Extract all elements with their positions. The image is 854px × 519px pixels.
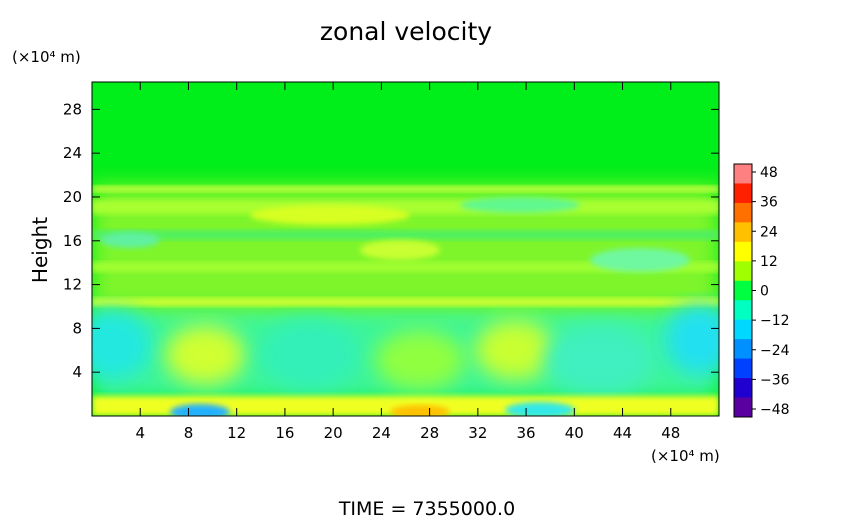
colorbar-segment bbox=[734, 222, 752, 243]
colorbar-segment bbox=[734, 261, 752, 282]
colorbar-tick-label: 0 bbox=[760, 284, 769, 300]
colorbar-tick-label: −24 bbox=[760, 343, 790, 359]
x-tick-label: 4 bbox=[135, 424, 145, 442]
colorbar-tick-label: −36 bbox=[760, 372, 790, 388]
colorbar-segment bbox=[734, 300, 752, 321]
x-tick-label: 16 bbox=[275, 424, 294, 442]
colorbar-segment bbox=[734, 319, 752, 340]
x-tick-label: 40 bbox=[565, 424, 584, 442]
colorbar-tick-label: 48 bbox=[760, 165, 778, 181]
colorbar-segment bbox=[734, 280, 752, 301]
colorbar-tick-label: 24 bbox=[760, 224, 778, 240]
y-axis-title: Height bbox=[28, 217, 52, 283]
x-tick-label: 8 bbox=[184, 424, 194, 442]
x-tick-label: 12 bbox=[227, 424, 246, 442]
x-tick-label: 36 bbox=[517, 424, 536, 442]
x-tick-label: 28 bbox=[420, 424, 439, 442]
plot-frame bbox=[91, 81, 720, 417]
x-axis-ticks: 4 8 12 16 20 24 28 32 36 40 44 48 bbox=[135, 82, 680, 442]
x-tick-label: 48 bbox=[661, 424, 680, 442]
y-unit-label: (×10⁴ m) bbox=[12, 48, 81, 66]
colorbar-segment bbox=[734, 183, 752, 204]
colorbar-segment bbox=[734, 339, 752, 360]
x-tick-label: 20 bbox=[324, 424, 343, 442]
colorbar-segment bbox=[734, 358, 752, 379]
colorbar-tick-label: −48 bbox=[760, 402, 790, 418]
chart-title: zonal velocity bbox=[320, 17, 492, 46]
y-tick-label: 16 bbox=[63, 232, 82, 250]
time-footer: TIME = 7355000.0 bbox=[338, 498, 515, 519]
colorbar-segment bbox=[734, 202, 752, 223]
colorbar-segment bbox=[734, 378, 752, 399]
colorbar-segment bbox=[734, 164, 752, 184]
colorbar-tick-label: 12 bbox=[760, 254, 778, 270]
colorbar-segment bbox=[734, 397, 752, 418]
y-tick-label: 4 bbox=[72, 363, 82, 381]
colorbar-segment bbox=[734, 241, 752, 262]
x-tick-label: 44 bbox=[613, 424, 632, 442]
y-tick-label: 12 bbox=[63, 276, 82, 294]
colorbar-tick-label: 36 bbox=[760, 195, 778, 211]
heatmap-field bbox=[92, 82, 719, 416]
x-tick-label: 24 bbox=[372, 424, 391, 442]
y-tick-label: 24 bbox=[63, 144, 82, 162]
y-tick-label: 28 bbox=[63, 100, 82, 118]
y-axis-ticks: 4 8 12 16 20 24 28 bbox=[63, 100, 719, 381]
x-tick-label: 32 bbox=[468, 424, 487, 442]
x-unit-label: (×10⁴ m) bbox=[651, 447, 720, 465]
colorbar: 48 36 24 12 0 −12 −24 −36 −48 bbox=[733, 163, 790, 418]
y-tick-label: 8 bbox=[72, 319, 82, 337]
y-tick-label: 20 bbox=[63, 188, 82, 206]
colorbar-tick-label: −12 bbox=[760, 313, 790, 329]
